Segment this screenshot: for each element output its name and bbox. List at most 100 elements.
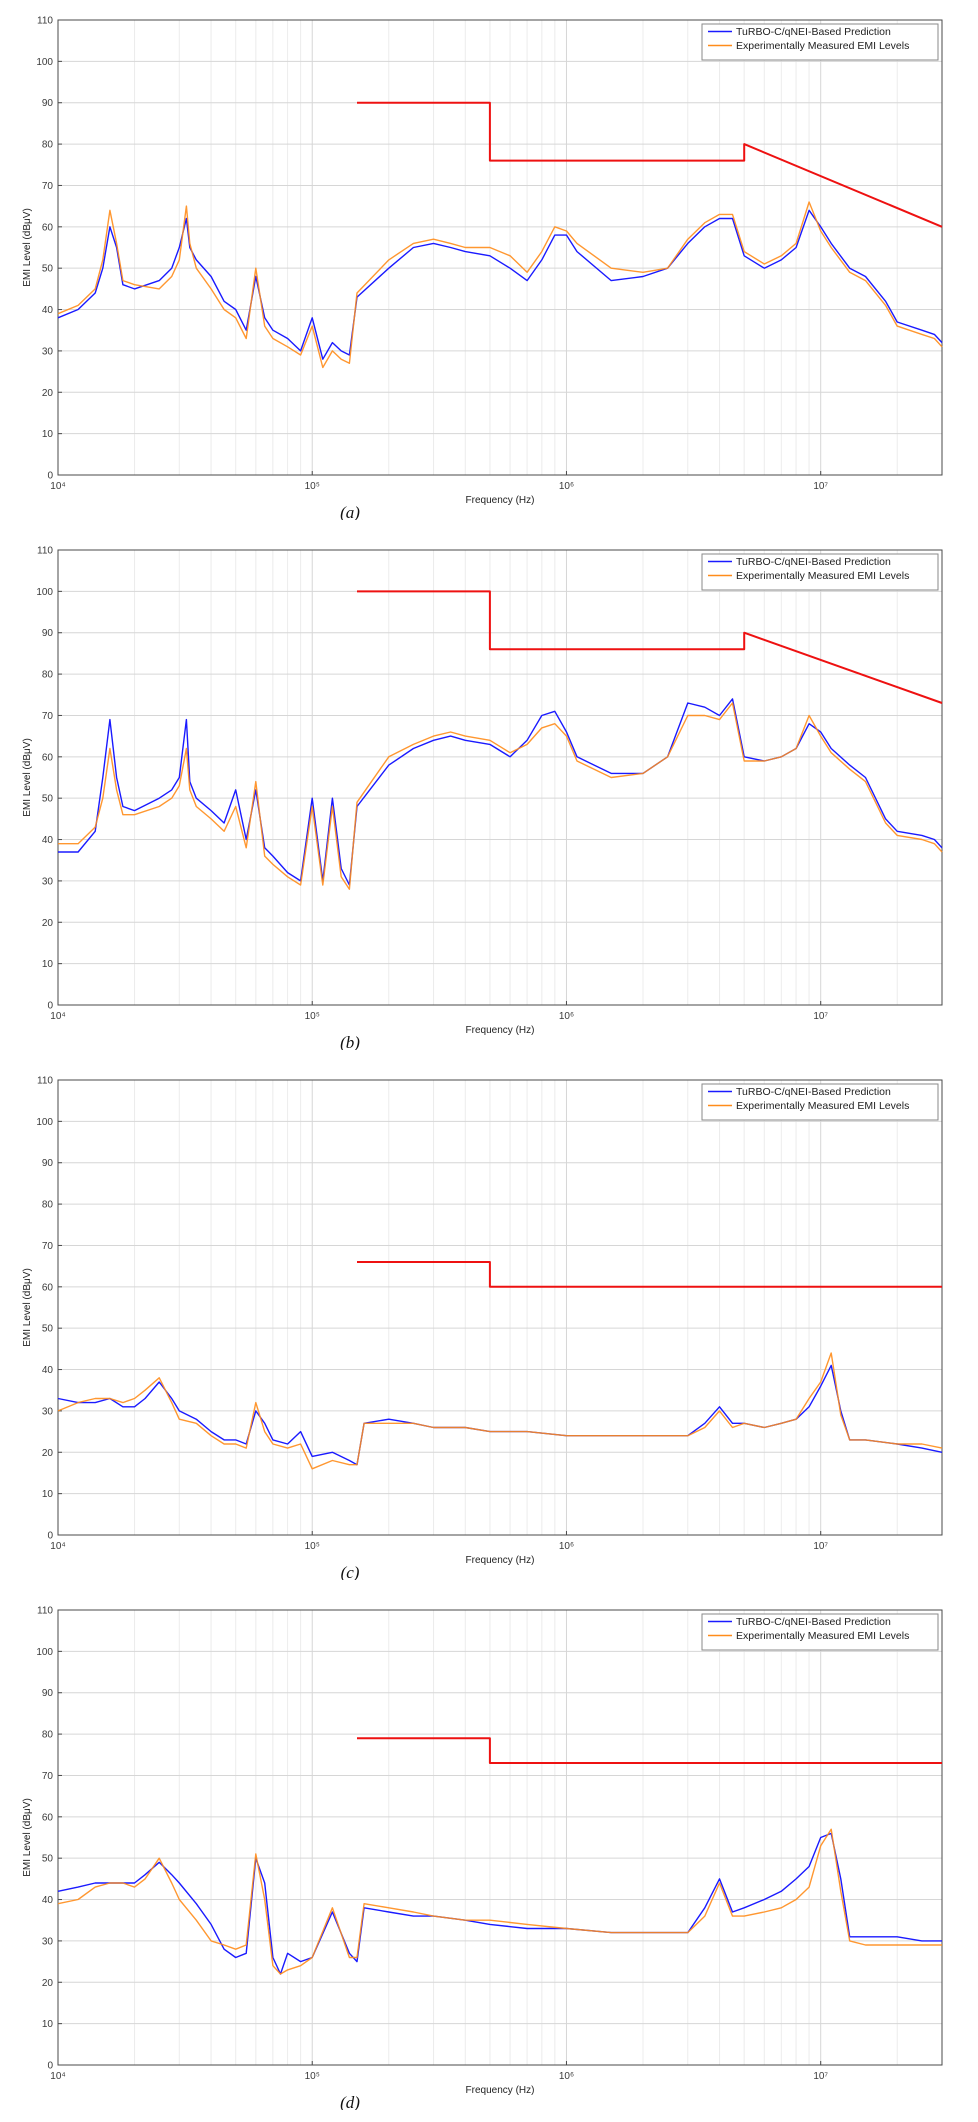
legend-entry: Experimentally Measured EMI Levels [736,1100,909,1112]
y-tick-label: 90 [42,1158,54,1169]
x-axis-label: Frequency (Hz) [466,1555,535,1566]
x-tick-label: 10⁶ [559,2071,574,2082]
legend: TuRBO-C/qNEI-Based Prediction Experimenta… [701,23,939,61]
y-axis-label: EMI Level (dBμV) [22,1268,33,1347]
chart-panel-2: 0 10 20 30 40 50 60 70 80 90 100 110 10⁴ 10⁵ 10⁶ 10⁷ Fre… [22,546,943,1050]
legend-box [701,23,939,61]
x-tick-label: 10⁶ [559,1011,574,1022]
x-tick-label: 10⁶ [559,1541,574,1552]
y-tick-label: 80 [42,1730,54,1741]
panel-caption: (a) [340,503,360,520]
y-tick-label: 100 [36,1117,53,1128]
legend: TuRBO-C/qNEI-Based Prediction Experimenta… [701,1613,939,1651]
x-tick-label: 10⁴ [50,481,65,492]
y-tick-label: 70 [42,1241,54,1252]
panel-caption: (d) [340,2093,360,2110]
y-tick-label: 10 [42,429,54,440]
y-tick-label: 40 [42,1365,54,1376]
plot-area [58,1610,942,2065]
y-tick-label: 20 [42,388,54,399]
legend-entry: TuRBO-C/qNEI-Based Prediction [736,556,891,568]
limit-line [357,101,943,228]
y-tick-label: 40 [42,305,54,316]
y-tick-label: 70 [42,1771,54,1782]
plot-area [58,1080,942,1535]
y-tick-label: 40 [42,1895,54,1906]
y-tick-label: 90 [42,98,54,109]
legend-entry: TuRBO-C/qNEI-Based Prediction [736,1616,891,1628]
y-tick-label: 30 [42,876,54,887]
y-tick-label: 30 [42,1936,54,1947]
legend: TuRBO-C/qNEI-Based Prediction Experimenta… [701,1083,939,1121]
series-line-2 [57,1828,942,1975]
y-tick-label: 0 [47,2061,53,2072]
y-tick-label: 0 [47,471,53,482]
y-tick-label: 60 [42,752,54,763]
y-tick-label: 80 [42,140,54,151]
y-tick-label: 60 [42,1282,54,1293]
y-tick-label: 110 [37,1076,53,1087]
y-tick-label: 0 [47,1531,53,1542]
legend-entry: Experimentally Measured EMI Levels [736,40,909,52]
y-tick-label: 60 [42,1812,54,1823]
series-group [58,590,943,890]
axes-frame [57,1079,943,1536]
legend-box [701,1083,939,1121]
x-tick-label: 10⁶ [559,481,574,492]
series-line-1 [57,1832,942,1975]
limit-line [357,1261,942,1288]
x-tick-label: 10⁵ [305,1011,320,1022]
series-line-2 [57,1352,943,1470]
y-tick-label: 30 [42,1406,54,1417]
x-tick-label: 10⁷ [813,481,828,492]
series-group [57,101,943,369]
x-tick-label: 10⁴ [50,2071,65,2082]
series-line-1 [57,209,943,360]
y-tick-label: 10 [42,1489,54,1500]
y-tick-label: 70 [42,711,54,722]
legend-entry: Experimentally Measured EMI Levels [736,1630,909,1642]
y-axis-label: EMI Level (dBμV) [22,738,33,817]
y-tick-label: 110 [37,1606,53,1617]
y-tick-label: 20 [42,1978,54,1989]
chart-panel-3: 0 10 20 30 40 50 60 70 80 90 100 110 10⁴ 10⁵ 10⁶ 10⁷ Fre… [22,1076,943,1580]
y-tick-label: 110 [37,16,53,27]
y-tick-label: 10 [42,959,54,970]
y-tick-label: 90 [42,1688,54,1699]
y-tick-label: 80 [42,670,54,681]
plot-area [58,20,942,475]
legend-entry: TuRBO-C/qNEI-Based Prediction [736,26,891,38]
x-tick-label: 10⁴ [50,1541,65,1552]
x-tick-label: 10⁵ [305,2071,320,2082]
y-tick-label: 60 [42,222,54,233]
y-tick-label: 80 [42,1200,54,1211]
y-tick-label: 20 [42,918,54,929]
axes-frame [57,549,943,1006]
y-tick-label: 110 [37,546,53,557]
y-tick-label: 100 [36,587,53,598]
limit-line [357,1737,942,1764]
y-tick-label: 50 [42,1324,54,1335]
limit-line [357,590,943,704]
series-group [57,1261,943,1470]
series-group [57,1737,942,1975]
x-tick-label: 10⁵ [305,481,320,492]
axes-frame [57,1609,943,2066]
y-tick-label: 50 [42,794,54,805]
x-axis-label: Frequency (Hz) [466,2085,535,2096]
x-tick-label: 10⁴ [50,1011,65,1022]
x-tick-label: 10⁷ [813,1011,828,1022]
legend: TuRBO-C/qNEI-Based Prediction Experimenta… [701,553,939,591]
y-tick-label: 100 [36,1647,53,1658]
series-line-2 [57,201,943,369]
series-line-2 [58,702,943,890]
legend-box [701,1613,939,1651]
legend-entry: Experimentally Measured EMI Levels [736,570,909,582]
y-tick-label: 40 [42,835,54,846]
series-line-1 [57,1364,943,1466]
y-tick-label: 10 [42,2019,54,2030]
panel-caption: (b) [340,1033,360,1050]
chart-panel-4: 0 10 20 30 40 50 60 70 80 90 100 110 10⁴ 10⁵ 10⁶ 10⁷ Fre… [22,1606,943,2110]
legend-box [701,553,939,591]
